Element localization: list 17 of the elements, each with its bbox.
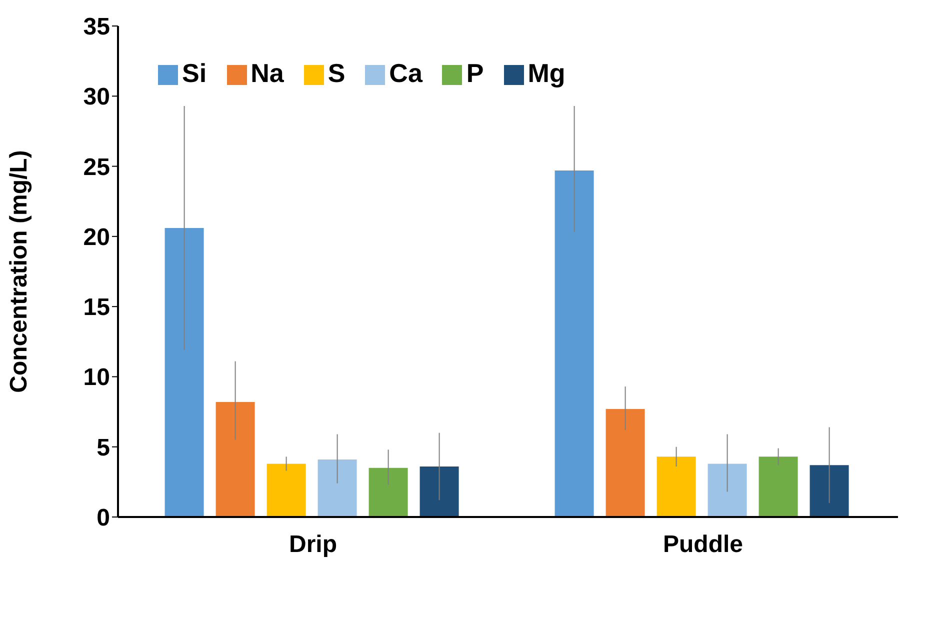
- x-tick-label: Puddle: [662, 531, 744, 558]
- y-axis-title: Concentration (mg/L): [6, 150, 33, 393]
- legend-label: Mg: [528, 58, 566, 88]
- x-tick-label: Drip: [289, 531, 337, 558]
- y-tick-label: 20: [83, 224, 110, 251]
- legend-label: Si: [182, 58, 207, 88]
- y-tick-label: 25: [83, 154, 110, 181]
- y-tick-label: 0: [96, 504, 110, 532]
- y-tick-label: 15: [83, 294, 110, 322]
- legend-label: Na: [250, 58, 284, 88]
- y-tick-label: 5: [96, 434, 110, 462]
- y-tick-label: 35: [83, 14, 110, 41]
- y-tick-label: 10: [83, 364, 110, 392]
- legend-label: S: [328, 58, 346, 88]
- y-tick-label: 30: [83, 84, 110, 111]
- legend-label: P: [466, 58, 484, 88]
- legend-label: Ca: [389, 58, 422, 88]
